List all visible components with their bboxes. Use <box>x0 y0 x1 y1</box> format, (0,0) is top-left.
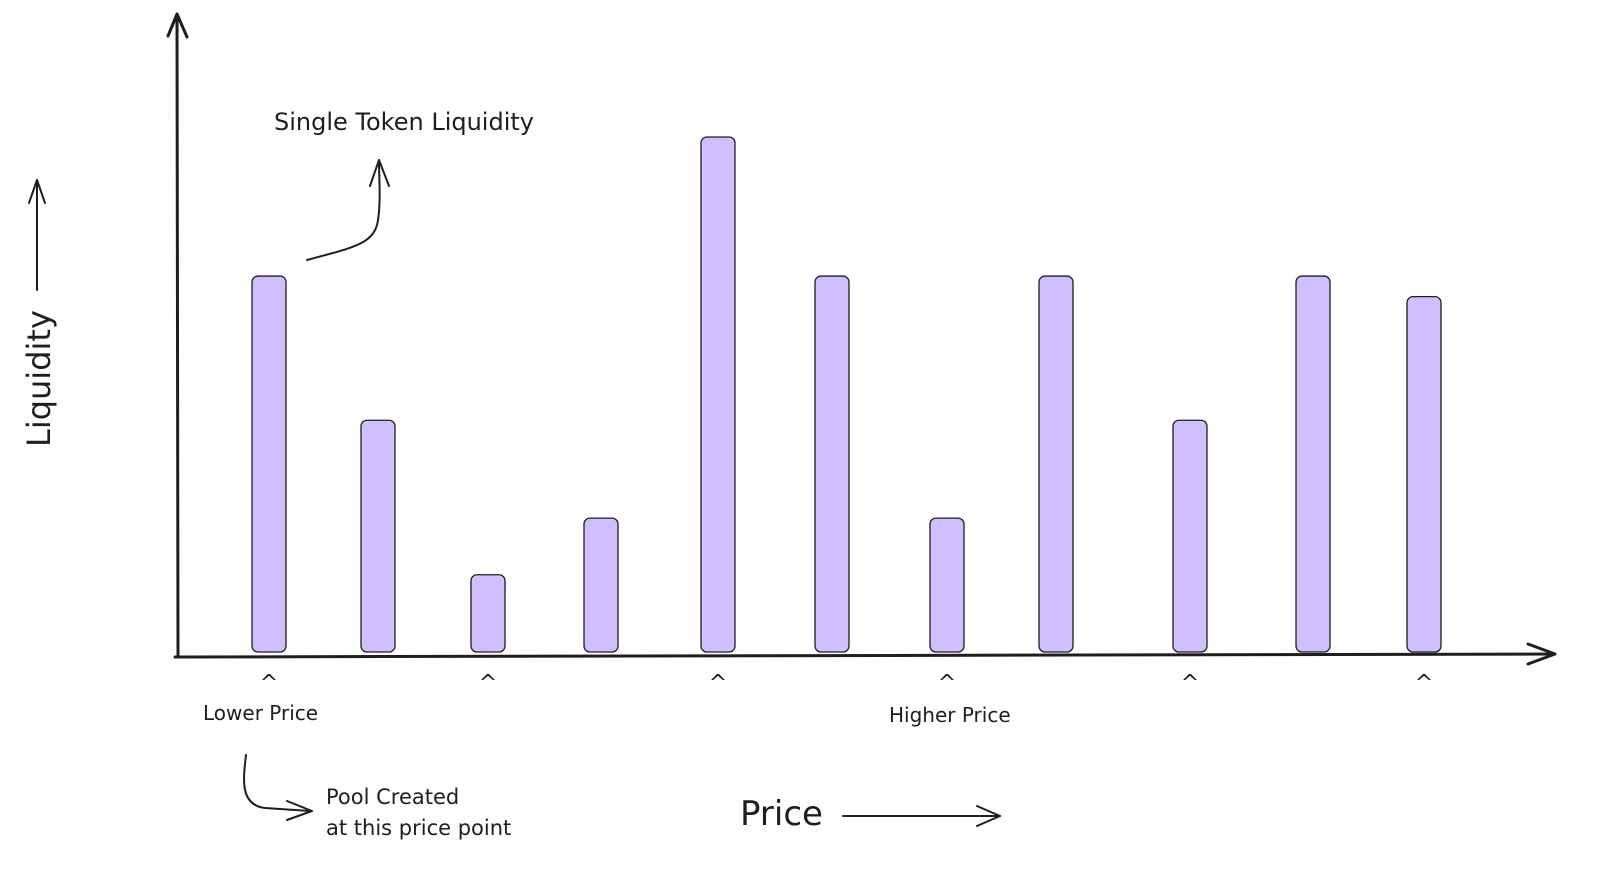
curved-arrow-icon <box>306 159 390 261</box>
bar-7 <box>929 517 965 653</box>
tick-marker: ^ <box>709 671 727 696</box>
single-token-annotation: Single Token Liquidity <box>274 108 534 136</box>
bar-11 <box>1406 295 1442 653</box>
tick-marker: ^ <box>260 671 278 696</box>
bar-4 <box>583 517 619 653</box>
bar-8 <box>1038 275 1074 653</box>
higher-price-label: Higher Price <box>889 703 1011 727</box>
bar-1 <box>251 275 287 653</box>
bars-group <box>251 136 1442 653</box>
bar-9 <box>1172 419 1208 653</box>
tick-marker: ^ <box>479 671 497 696</box>
bar-3 <box>470 574 506 653</box>
tick-marker: ^ <box>1181 671 1199 696</box>
pool-created-arrow-icon <box>243 754 313 821</box>
tick-marker: ^ <box>938 671 956 696</box>
y-axis-label: Liquidity <box>20 310 58 447</box>
bar-5 <box>700 136 736 653</box>
bar-2 <box>360 419 396 653</box>
lower-price-label: Lower Price <box>203 701 318 725</box>
x-axis <box>173 642 1557 666</box>
y-axis <box>166 12 189 659</box>
x-label-arrow-icon <box>842 805 1001 827</box>
bar-6 <box>814 275 850 653</box>
x-axis-label: Price <box>740 794 823 834</box>
pool-created-label-line2: at this price point <box>326 816 511 840</box>
pool-created-label: Pool Created <box>326 785 459 809</box>
tick-markers: ^ ^ ^ ^ ^ ^ <box>260 671 1433 696</box>
y-label-arrow-icon <box>28 179 46 291</box>
bar-10 <box>1295 275 1331 653</box>
tick-marker: ^ <box>1415 671 1433 696</box>
